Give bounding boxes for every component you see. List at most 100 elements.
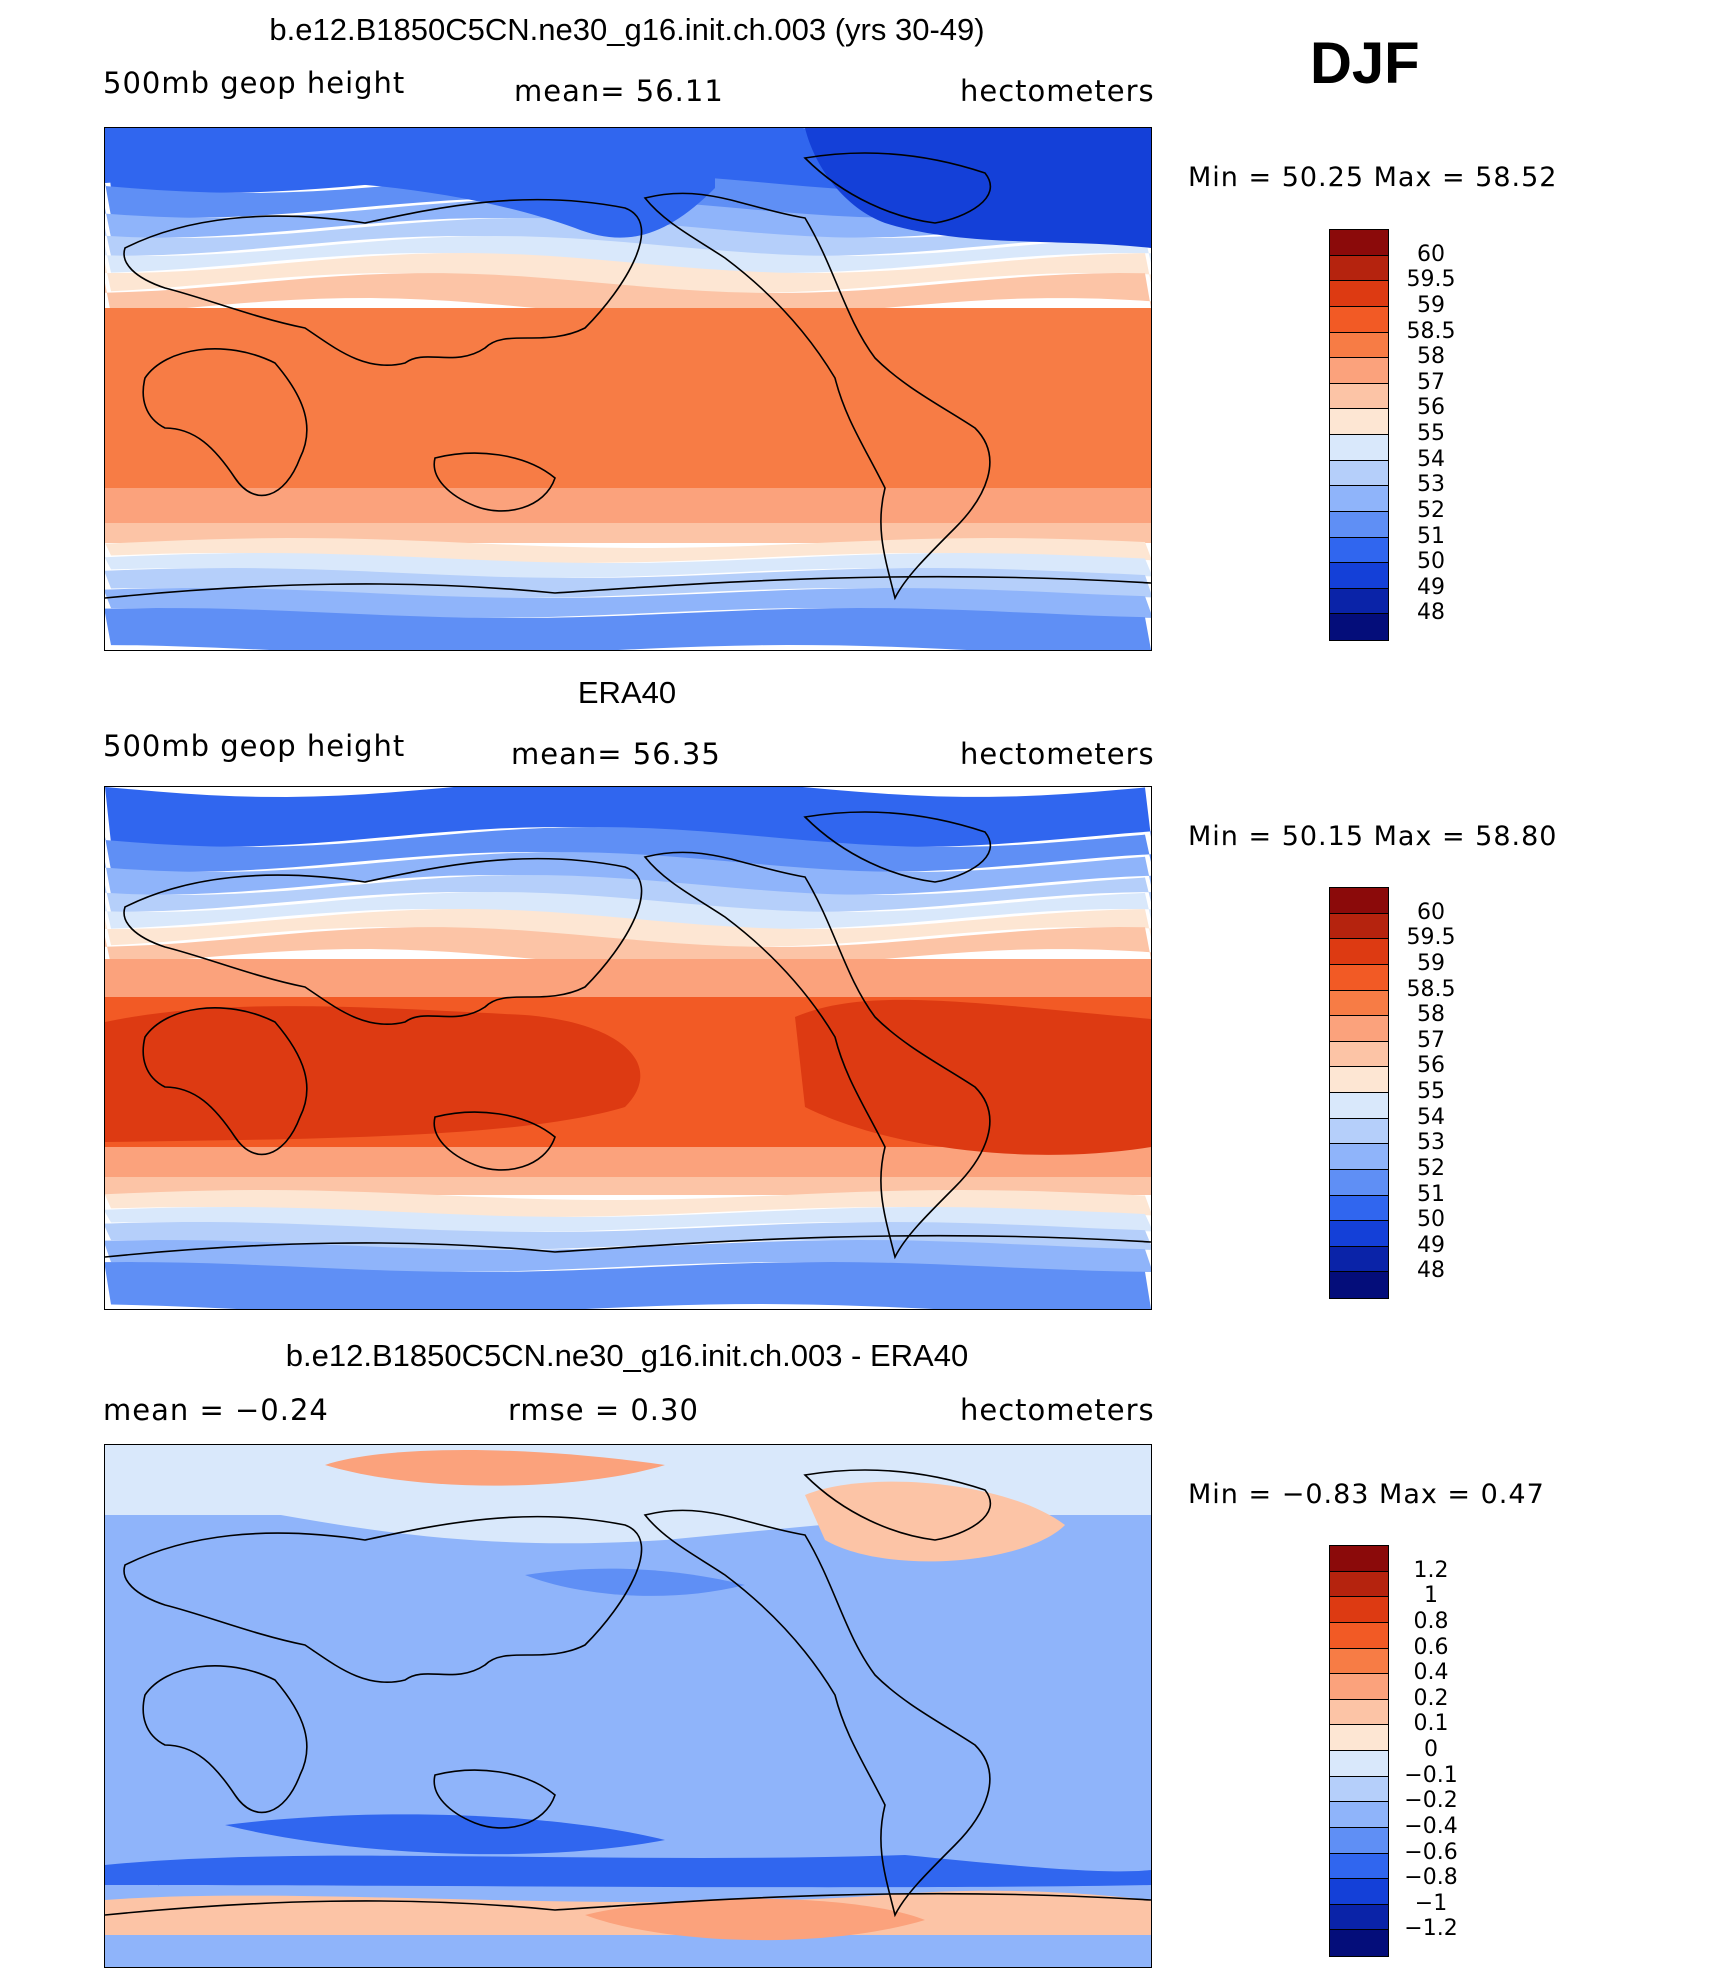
panel-1-mean-label: mean= 56.11 (514, 74, 724, 108)
coastline-segment (142, 348, 308, 497)
coastline-outline (105, 1469, 1151, 1918)
contour-patch (105, 892, 1151, 929)
colorbar-swatch (1330, 1016, 1388, 1042)
contour-band (105, 1177, 1151, 1195)
contour-patch (105, 1190, 1151, 1217)
contour-patch (225, 1814, 665, 1855)
panel-2-units-label: hectometers (960, 737, 1155, 771)
colorbar-swatch (1330, 563, 1388, 589)
panel-3-title: b.e12.B1850C5CN.ne30_g16.init.ch.003 - E… (285, 1338, 969, 1373)
colorbar-tick-label: 54 (1417, 1104, 1445, 1130)
colorbar-tick-label: −0.8 (1404, 1865, 1458, 1891)
colorbar-tick-label: 51 (1417, 523, 1445, 549)
colorbar-swatch (1330, 939, 1388, 965)
colorbar-tick-label: 60 (1417, 241, 1445, 267)
contour-patch (105, 608, 1151, 650)
coastline-segment (105, 575, 1151, 599)
colorbar-tick-label: 0.1 (1413, 1711, 1449, 1737)
contour-patch (105, 273, 1151, 318)
contour-patch (585, 1898, 925, 1941)
panel-1-colorbar-labels: 60 59.5 59 58.5 58 57 56 55 54 53 52 51 50 49 48 (1398, 229, 1508, 639)
colorbar-swatch (1330, 1853, 1388, 1880)
contour-patch (105, 875, 1151, 912)
colorbar-tick-label: 0.8 (1413, 1608, 1449, 1634)
panel-3-colorbar (1329, 1545, 1389, 1957)
colorbar-tick-label: 49 (1417, 574, 1445, 600)
colorbar-tick-label: 0.2 (1413, 1685, 1449, 1711)
colorbar-swatch (1330, 964, 1388, 991)
colorbar-swatch (1330, 460, 1388, 487)
colorbar-swatch (1330, 1751, 1388, 1777)
panel-3-contour-plot (105, 1445, 1151, 1967)
panel-2-minmax: Min = 50.15 Max = 58.80 (1188, 821, 1558, 852)
coastline-segment (123, 1515, 643, 1684)
colorbar-swatch (1330, 1041, 1388, 1068)
contour-band (105, 488, 1151, 523)
panel-3-rmse-label: rmse = 0.30 (508, 1393, 699, 1427)
colorbar-tick-label: −1.2 (1404, 1916, 1458, 1942)
colorbar-swatch (1330, 409, 1388, 435)
colorbar-tick-label: 57 (1417, 369, 1445, 395)
contour-patch (105, 787, 1151, 847)
colorbar-tick-label: 53 (1417, 1130, 1445, 1156)
contour-patch (105, 852, 1151, 895)
colorbar-tick-label: 52 (1417, 1155, 1445, 1181)
colorbar-tick-label: 51 (1417, 1181, 1445, 1207)
colorbar-tick-label: −0.4 (1404, 1813, 1458, 1839)
panel-1-variable-label: 500mb geop height (103, 66, 406, 100)
panel-3-map (104, 1444, 1152, 1968)
colorbar-swatch (1330, 1648, 1388, 1675)
colorbar-tick-label: 49 (1417, 1232, 1445, 1258)
colorbar-swatch (1330, 255, 1388, 282)
coastline-segment (105, 1234, 1151, 1258)
colorbar-tick-label: −0.2 (1404, 1788, 1458, 1814)
contour-band (105, 308, 1151, 488)
contour-patch (105, 1006, 641, 1142)
colorbar-tick-label: 50 (1417, 1207, 1445, 1233)
colorbar-swatch (1330, 1879, 1388, 1905)
colorbar-swatch (1330, 1195, 1388, 1222)
coastline-segment (123, 198, 643, 367)
coastline-segment (433, 1111, 556, 1171)
panel-1-title: b.e12.B1850C5CN.ne30_g16.init.ch.003 (yr… (269, 12, 985, 47)
panel-1-contour-plot (105, 128, 1151, 650)
panel-1-minmax: Min = 50.25 Max = 58.52 (1188, 162, 1558, 193)
colorbar-tick-label: 59 (1417, 950, 1445, 976)
contour-band (105, 523, 1151, 543)
coastline-outline (105, 811, 1151, 1260)
colorbar-swatch (1330, 383, 1388, 410)
panel-2-title: ERA40 (577, 675, 677, 710)
colorbar-swatch (1330, 358, 1388, 384)
contour-patch (105, 927, 1151, 969)
colorbar-swatch (1330, 1725, 1388, 1751)
colorbar-swatch (1330, 1118, 1388, 1145)
colorbar-swatch (1330, 1221, 1388, 1247)
colorbar-tick-label: −0.1 (1404, 1762, 1458, 1788)
panel-1-units-label: hectometers (960, 74, 1155, 108)
contour-patch (105, 909, 1151, 947)
colorbar-swatch (1330, 1699, 1388, 1726)
colorbar-tick-label: 1 (1424, 1583, 1438, 1609)
contour-patch (105, 588, 1151, 618)
contour-patch (805, 128, 1151, 248)
contour-patch (105, 1855, 1151, 1888)
panel-3-units-label: hectometers (960, 1393, 1155, 1427)
panel-2-mean-label: mean= 56.35 (511, 737, 721, 771)
panel-3-colorbar-labels: 1.2 1 0.8 0.6 0.4 0.2 0.1 0 −0.1 −0.2 −0.4 −0.6 −0.8… (1398, 1545, 1508, 1955)
colorbar-swatch (1330, 990, 1388, 1017)
colorbar-tick-label: −0.6 (1404, 1839, 1458, 1865)
contour-patch (805, 1481, 1065, 1562)
colorbar-swatch (1330, 281, 1388, 307)
coastline-segment (105, 1892, 1151, 1916)
colorbar-tick-label: 55 (1417, 421, 1445, 446)
colorbar-swatch (1330, 1930, 1388, 1956)
panel-2-colorbar (1329, 887, 1389, 1299)
colorbar-tick-label: 0.4 (1413, 1660, 1449, 1686)
colorbar-swatch (1330, 588, 1388, 615)
colorbar-swatch (1330, 1272, 1388, 1298)
coastline-segment (643, 1509, 991, 1918)
colorbar-swatch (1330, 1546, 1388, 1572)
colorbar-tick-label: 59.5 (1406, 267, 1456, 293)
colorbar-swatch (1330, 1904, 1388, 1931)
contour-patch (795, 999, 1151, 1155)
